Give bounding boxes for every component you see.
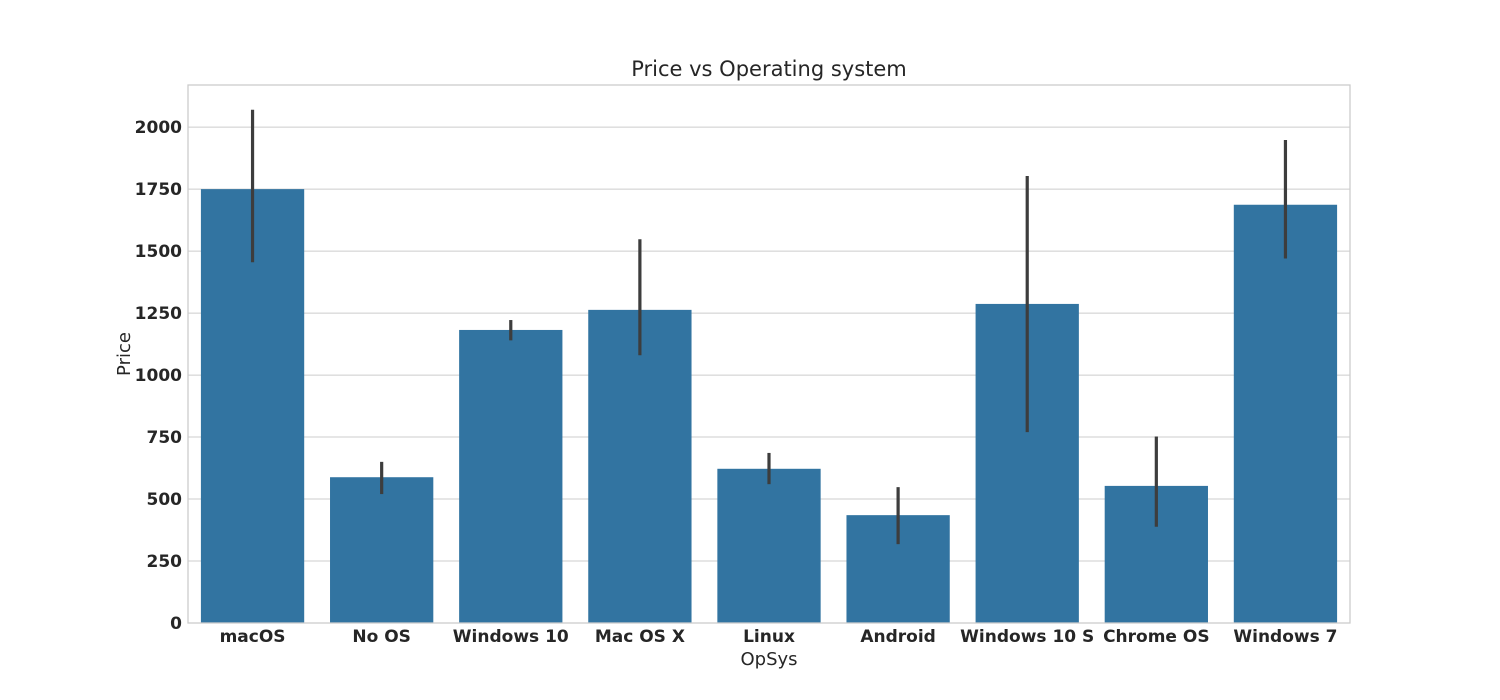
- y-axis-label: Price: [114, 332, 135, 376]
- chart-title: Price vs Operating system: [631, 57, 907, 81]
- bar: [588, 309, 692, 623]
- y-tick-label: 1000: [135, 366, 182, 386]
- bar: [459, 329, 563, 623]
- x-tick-label: Windows 7: [1233, 627, 1337, 647]
- error-bars: [250, 109, 1288, 545]
- bar: [330, 477, 434, 623]
- y-tick-label: 1750: [135, 180, 182, 200]
- bar: [717, 468, 821, 623]
- plot-frame: [187, 84, 1351, 624]
- y-tick-labels: 0 250 500 750 1000 1250 1500 1750 2000: [135, 118, 182, 634]
- x-tick-labels: macOS No OS Windows 10 Mac OS X Linux Android…: [220, 627, 1338, 647]
- y-tick-label: 1250: [135, 304, 182, 324]
- x-tick-label: Linux: [743, 627, 795, 647]
- y-tick-label: 750: [147, 428, 183, 448]
- x-tick-label: Windows 10 S: [960, 627, 1094, 647]
- x-tick-label: Android: [860, 627, 936, 647]
- bar: [1233, 204, 1338, 623]
- x-tick-label: Mac OS X: [595, 627, 685, 647]
- y-tick-label: 500: [147, 490, 183, 510]
- y-tick-label: 1500: [135, 242, 182, 262]
- y-tick-label: 0: [170, 614, 182, 634]
- x-tick-label: macOS: [220, 627, 286, 647]
- y-tick-label: 2000: [135, 118, 182, 138]
- x-tick-label: Windows 10: [453, 627, 569, 647]
- x-axis-label: OpSys: [740, 649, 797, 670]
- x-tick-label: No OS: [352, 627, 411, 647]
- y-tick-label: 250: [147, 552, 183, 572]
- bars: [200, 189, 1338, 623]
- x-tick-label: Chrome OS: [1103, 627, 1210, 647]
